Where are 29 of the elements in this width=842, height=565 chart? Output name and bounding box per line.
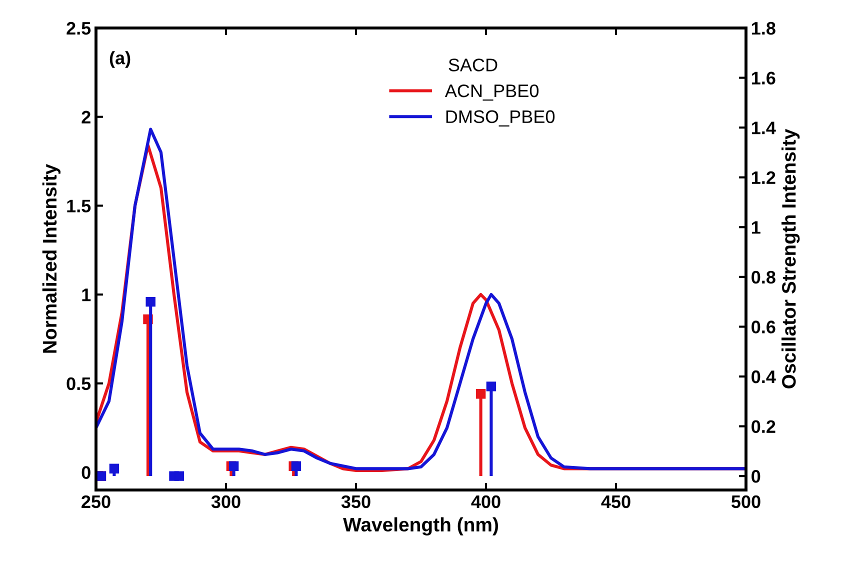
y-tick-label: 2.5 <box>66 22 91 35</box>
legend-label: DMSO_PBE0 <box>446 110 555 126</box>
y2-tick-label: 0.8 <box>752 270 776 284</box>
y2-tick-label: 1.4 <box>752 122 776 134</box>
y2-tick-label: 1.2 <box>752 171 776 184</box>
y2-tick-label: 0.2 <box>752 420 776 433</box>
x-tick-label: 250 <box>82 495 110 508</box>
y-tick-label: 2 <box>82 110 90 124</box>
y2-tick-label: 1.8 <box>752 22 776 35</box>
y2-tick-label: 1.6 <box>752 72 776 85</box>
x-tick-label: 300 <box>211 495 240 508</box>
y-tick-label: 0 <box>82 466 90 479</box>
x-tick-label: 450 <box>601 495 630 508</box>
y-tick-label: 1 <box>82 288 91 302</box>
y-axis-title: Normalized Intensity <box>42 164 60 353</box>
y2-tick-label: 1 <box>752 221 760 234</box>
x-axis-title: Wavelength (nm) <box>343 517 498 536</box>
y-tick-label: 1.5 <box>67 200 91 212</box>
legend-label: ACN_PBE0 <box>444 84 539 101</box>
y2-tick-label: 0.6 <box>752 320 776 334</box>
x-tick-label: 400 <box>471 495 500 508</box>
y2-tick-label: 0 <box>752 470 760 483</box>
x-tick-label: 500 <box>731 495 760 508</box>
annotation: (a) <box>110 51 130 68</box>
y2-tick-label: 0.4 <box>752 370 776 384</box>
x-tick-label: 350 <box>341 495 370 508</box>
y2-axis-title: Oscillator Strength Intensity <box>782 128 800 388</box>
legend-title: SACD <box>448 58 498 72</box>
y-tick-label: 0.5 <box>66 377 91 390</box>
